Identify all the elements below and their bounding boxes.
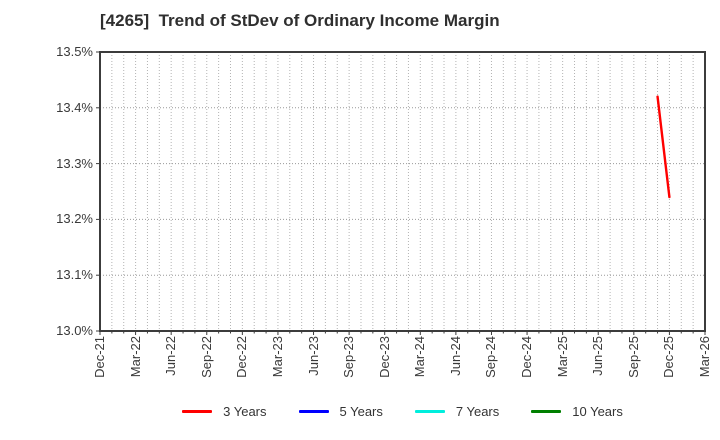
x-tick-label: Mar-24 — [412, 336, 428, 378]
x-tick-label: Dec-25 — [661, 336, 677, 378]
plot-border — [99, 51, 706, 332]
legend-line-icon — [414, 410, 445, 413]
y-tick-label: 13.4% — [56, 99, 93, 115]
legend-item-3-years: 3 Years — [182, 404, 267, 419]
y-tick-label: 13.2% — [56, 211, 93, 227]
legend-line-icon — [182, 410, 213, 413]
x-tick-label: Sep-24 — [483, 336, 499, 378]
x-tick-label: Jun-22 — [163, 336, 179, 376]
x-tick-label: Jun-25 — [590, 336, 606, 376]
x-tick-label: Mar-23 — [269, 336, 285, 378]
x-tick-label: Dec-21 — [92, 336, 107, 378]
x-tick-label: Sep-25 — [625, 336, 641, 378]
legend-item-7-years: 7 Years — [414, 404, 500, 419]
x-tick-label: Dec-24 — [519, 336, 535, 378]
x-tick-label: Dec-22 — [234, 336, 250, 378]
x-tick-label: Jun-23 — [305, 336, 321, 376]
legend-label: 7 Years — [455, 404, 500, 419]
x-tick-label: Mar-22 — [127, 336, 143, 378]
legend-label: 10 Years — [572, 404, 623, 419]
y-tick-label: 13.3% — [56, 155, 93, 171]
x-tick-label: Jun-24 — [447, 336, 463, 376]
y-tick-label: 13.5% — [56, 44, 93, 59]
legend-line-icon — [531, 410, 562, 413]
legend-line-icon — [298, 410, 329, 413]
y-tick-label: 13.1% — [56, 267, 93, 283]
legend-item-10-years: 10 Years — [531, 404, 623, 419]
x-tick-label: Mar-25 — [554, 336, 570, 378]
legend: 3 Years 5 Years 7 Years 10 Years — [100, 404, 705, 419]
series-line-3-years — [656, 95, 671, 199]
y-tick-label: 13.0% — [56, 323, 93, 338]
legend-item-5-years: 5 Years — [298, 404, 383, 419]
legend-label: 3 Years — [223, 404, 267, 419]
plot-area — [96, 51, 706, 335]
x-tick-label: Sep-22 — [198, 336, 214, 378]
x-tick-label: Sep-23 — [341, 336, 357, 378]
chart-title: [4265] Trend of StDev of Ordinary Income… — [100, 11, 500, 30]
x-tick-label: Mar-26 — [697, 336, 712, 378]
legend-label: 5 Years — [339, 404, 383, 419]
x-tick-label: Dec-23 — [376, 336, 392, 378]
